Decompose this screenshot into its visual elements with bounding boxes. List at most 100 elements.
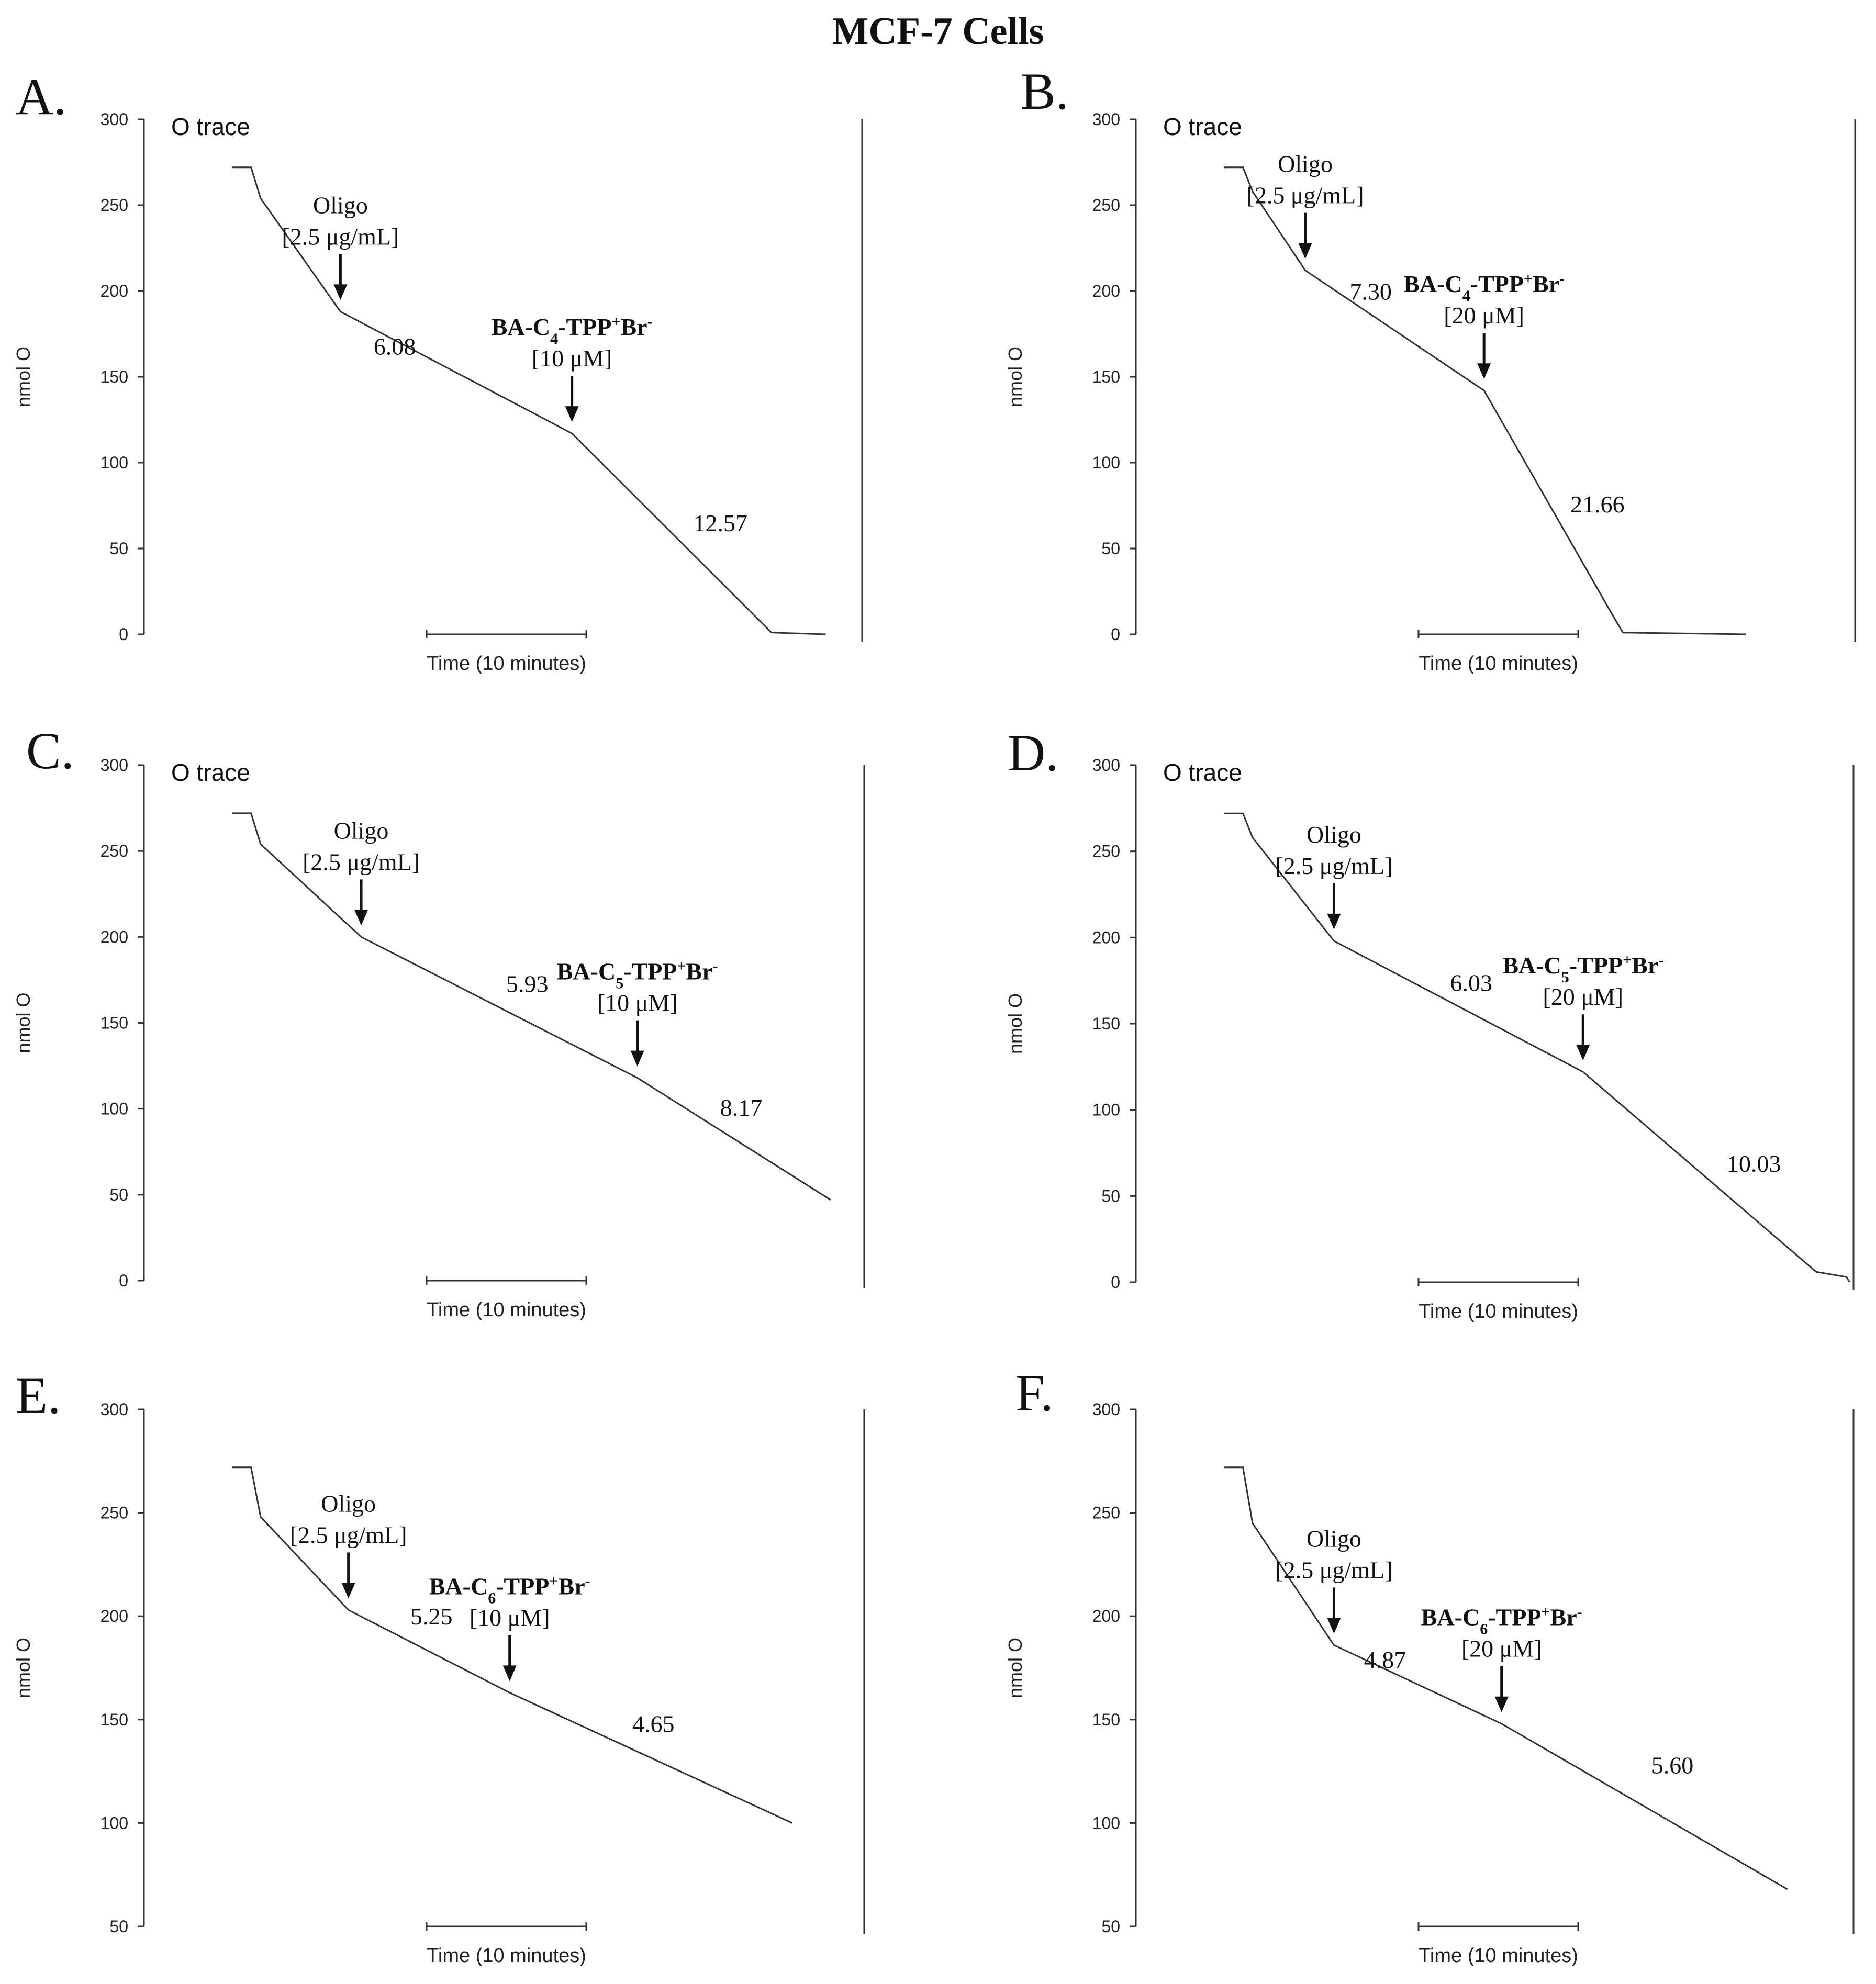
rate-label: 8.17 bbox=[720, 1094, 763, 1121]
y-tick-label: 250 bbox=[1092, 842, 1120, 861]
y-tick-label: 50 bbox=[1101, 1917, 1120, 1936]
x-axis-label: Time (10 minutes) bbox=[427, 1299, 586, 1321]
y-axis-label: nmol O bbox=[13, 1638, 34, 1698]
addition-dose: [10 μM] bbox=[597, 990, 678, 1016]
compound-label: BA-C4-TPP+Br- bbox=[1403, 270, 1565, 305]
addition-label: Oligo bbox=[334, 817, 389, 844]
y-tick-label: 200 bbox=[100, 282, 128, 300]
series-label: O trace bbox=[171, 113, 250, 140]
arrow-head bbox=[1327, 913, 1341, 929]
y-tick-label: 300 bbox=[100, 110, 128, 129]
y-tick-label: 50 bbox=[109, 1185, 128, 1204]
x-axis-label: Time (10 minutes) bbox=[1419, 1301, 1578, 1322]
arrow-head bbox=[333, 284, 348, 300]
addition-dose: [10 μM] bbox=[470, 1604, 550, 1631]
addition-dose: [2.5 μg/mL] bbox=[290, 1521, 407, 1548]
addition-dose: [2.5 μg/mL] bbox=[282, 223, 399, 250]
compound-label: BA-C5-TPP+Br- bbox=[557, 957, 718, 992]
y-tick-label: 0 bbox=[1111, 1273, 1120, 1292]
y-tick-label: 250 bbox=[100, 1504, 128, 1522]
addition-dose: [2.5 μg/mL] bbox=[1275, 853, 1392, 879]
y-tick-label: 0 bbox=[119, 625, 128, 644]
y-tick-label: 300 bbox=[100, 756, 128, 775]
y-tick-label: 300 bbox=[1092, 110, 1120, 129]
figure-title: MCF-7 Cells bbox=[832, 10, 1044, 53]
rate-label: 10.03 bbox=[1727, 1150, 1781, 1177]
y-tick-label: 300 bbox=[1092, 756, 1120, 775]
rate-label: 5.93 bbox=[506, 970, 549, 997]
arrow-head bbox=[1477, 363, 1491, 379]
compound-label: BA-C6-TPP+Br- bbox=[1421, 1603, 1582, 1638]
y-tick-label: 250 bbox=[1092, 1504, 1120, 1522]
rate-label: 12.57 bbox=[694, 510, 748, 536]
addition-dose: [2.5 μg/mL] bbox=[303, 848, 420, 875]
y-tick-label: 150 bbox=[1092, 1710, 1120, 1729]
addition-label: Oligo bbox=[313, 192, 368, 218]
rate-label: 4.65 bbox=[632, 1711, 675, 1738]
rate-label: 5.60 bbox=[1651, 1752, 1694, 1779]
panel-letter: F. bbox=[1015, 1364, 1054, 1422]
y-tick-label: 50 bbox=[109, 1917, 128, 1936]
y-tick-label: 150 bbox=[1092, 367, 1120, 386]
series-label: O trace bbox=[1163, 113, 1242, 140]
y-tick-label: 0 bbox=[1111, 625, 1120, 644]
x-axis-label: Time (10 minutes) bbox=[427, 653, 586, 675]
y-tick-label: 100 bbox=[1092, 1813, 1120, 1832]
y-axis-label: nmol O bbox=[1004, 1638, 1026, 1698]
y-tick-label: 100 bbox=[100, 453, 128, 472]
x-axis-label: Time (10 minutes) bbox=[1419, 1945, 1578, 1967]
y-tick-label: 200 bbox=[1092, 928, 1120, 947]
panel-e: E. 50 100 150 200 250 300 nmol O Time (10 minute… bbox=[13, 1366, 865, 1967]
rate-label: 4.87 bbox=[1364, 1646, 1406, 1673]
arrow-head bbox=[502, 1665, 517, 1682]
compound-label: BA-C5-TPP+Br- bbox=[1502, 951, 1663, 986]
y-tick-label: 250 bbox=[100, 842, 128, 860]
oxygen-trace bbox=[1224, 812, 1850, 1283]
oxygen-trace bbox=[1224, 166, 1746, 635]
y-tick-label: 50 bbox=[1101, 539, 1120, 558]
arrow-head bbox=[1576, 1045, 1590, 1061]
y-tick-label: 100 bbox=[1092, 1101, 1120, 1119]
panel-f: F. 50 100 150 200 250 300 nmol O Time (10 minute… bbox=[1004, 1364, 1855, 1967]
oxygen-trace bbox=[232, 166, 826, 635]
arrow-head bbox=[1298, 243, 1312, 259]
panel-letter: B. bbox=[1021, 62, 1069, 120]
oxygen-trace bbox=[232, 1466, 793, 1824]
addition-dose: [20 μM] bbox=[1444, 302, 1524, 329]
panel-c: C. 0 50 100 150 200 250 300 nmol O Time (10 minut… bbox=[13, 722, 865, 1321]
rate-label: 6.03 bbox=[1450, 969, 1493, 996]
y-tick-label: 100 bbox=[100, 1813, 128, 1832]
addition-label: Oligo bbox=[1306, 821, 1361, 848]
y-tick-label: 200 bbox=[100, 927, 128, 946]
x-axis-label: Time (10 minutes) bbox=[427, 1945, 586, 1967]
panel-letter: D. bbox=[1008, 724, 1058, 782]
panel-a: A. 0 50 100 150 200 250 300 nmol O Time (10 minut… bbox=[13, 68, 863, 675]
series-label: O trace bbox=[171, 759, 250, 786]
arrow-head bbox=[341, 1583, 355, 1599]
x-axis-label: Time (10 minutes) bbox=[1419, 653, 1578, 675]
addition-label: Oligo bbox=[1306, 1526, 1361, 1552]
arrow-head bbox=[1494, 1696, 1509, 1712]
y-axis-label: nmol O bbox=[13, 992, 34, 1053]
y-tick-label: 300 bbox=[1092, 1400, 1120, 1419]
rate-label: 21.66 bbox=[1570, 491, 1625, 518]
y-tick-label: 200 bbox=[1092, 282, 1120, 300]
y-tick-label: 150 bbox=[100, 367, 128, 386]
compound-label: BA-C6-TPP+Br- bbox=[429, 1572, 590, 1607]
arrow-head bbox=[565, 406, 579, 422]
panel-b: B. 0 50 100 150 200 250 300 nmol O Time (10 minut… bbox=[1004, 62, 1856, 675]
addition-label: Oligo bbox=[321, 1490, 376, 1517]
y-axis-label: nmol O bbox=[1004, 346, 1026, 407]
addition-dose: [2.5 μg/mL] bbox=[1275, 1557, 1392, 1584]
arrow-head bbox=[1327, 1618, 1341, 1634]
oxygen-trace bbox=[232, 812, 831, 1201]
arrow-head bbox=[354, 910, 368, 926]
panel-letter: E. bbox=[16, 1366, 61, 1425]
y-tick-label: 200 bbox=[100, 1607, 128, 1626]
rate-label: 6.08 bbox=[374, 333, 416, 360]
addition-dose: [20 μM] bbox=[1543, 983, 1623, 1010]
series-label: O trace bbox=[1163, 759, 1242, 786]
y-tick-label: 150 bbox=[100, 1710, 128, 1729]
y-axis-label: nmol O bbox=[13, 346, 34, 407]
